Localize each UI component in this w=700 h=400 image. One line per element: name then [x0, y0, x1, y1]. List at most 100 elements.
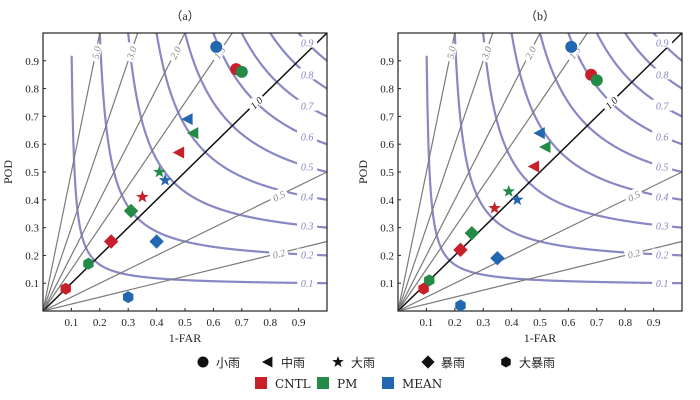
bias-label-bg: [245, 91, 266, 113]
x-tick-label: 0.8: [263, 317, 277, 329]
x-axis-label: 1-FAR: [524, 331, 556, 345]
csi-contour-label: 0.6: [656, 132, 669, 143]
csi-contour-label: 0.2: [301, 251, 314, 262]
csi-contour-label: 0.6: [301, 132, 314, 143]
data-point: [181, 113, 193, 126]
x-tick-label: 0.1: [65, 317, 79, 329]
csi-label-bg: [297, 219, 318, 231]
bias-line-label: 0.2: [272, 248, 287, 262]
bias-label-bg: [443, 42, 458, 63]
y-tick-label: 0.7: [25, 111, 39, 123]
y-tick-label: 0.5: [25, 167, 39, 179]
bias-label-bg: [477, 42, 494, 63]
y-tick-label: 0.8: [380, 84, 394, 96]
plot-area: [398, 33, 682, 311]
bias-line: [398, 33, 456, 311]
panel-title: （b）: [525, 9, 555, 23]
bias-line-label: 3.0: [125, 45, 140, 61]
y-tick-label: 0.2: [25, 250, 39, 262]
x-tick-label: 0.2: [448, 317, 462, 329]
bias-line: [398, 33, 682, 311]
csi-label-bg: [652, 276, 673, 288]
csi-contour-label: 0.1: [656, 279, 669, 290]
legend-shape-label: 大雨: [351, 356, 375, 370]
data-point: [488, 201, 501, 214]
csi-contour-label: 0.7: [656, 102, 670, 113]
bias-line: [43, 33, 101, 311]
csi-contour: [482, 33, 682, 229]
csi-contour-label: 0.8: [656, 70, 669, 81]
bias-label-bg: [520, 41, 539, 63]
csi-label-bg: [652, 99, 673, 111]
legend-shape-label: 暴雨: [441, 356, 465, 370]
data-point: [539, 140, 551, 153]
csi-contour: [268, 33, 327, 90]
csi-label-bg: [297, 68, 318, 80]
csi-label-bg: [652, 130, 673, 142]
x-tick-label: 0.1: [420, 317, 434, 329]
csi-contour-label: 0.5: [656, 163, 669, 174]
x-tick-label: 0.6: [207, 317, 221, 329]
csi-contour: [623, 33, 682, 90]
data-point: [123, 291, 134, 304]
x-tick-label: 0.7: [235, 317, 249, 329]
x-tick-label: 0.2: [93, 317, 107, 329]
csi-label-bg: [297, 36, 318, 48]
bias-label-bg: [165, 41, 184, 63]
data-point: [490, 250, 505, 266]
panel-title: （a）: [170, 9, 199, 23]
data-point: [533, 127, 545, 140]
y-tick-label: 0.6: [380, 139, 394, 151]
bias-label-bg: [267, 186, 290, 205]
csi-contour: [425, 55, 682, 285]
data-point: [153, 165, 166, 178]
legend-shape-label: 中雨: [281, 355, 305, 370]
bias-label-bg: [600, 91, 621, 113]
y-tick-label: 0.3: [25, 223, 39, 235]
data-point: [103, 234, 119, 249]
bias-label-bg: [88, 42, 103, 63]
bias-label-bg: [622, 186, 645, 205]
y-tick-label: 0.5: [380, 167, 394, 179]
csi-contour-label: 0.4: [301, 192, 314, 203]
x-tick-label: 0.5: [533, 317, 547, 329]
csi-label-bg: [297, 248, 318, 260]
legend-hexagon-icon: [501, 356, 511, 368]
data-point: [464, 225, 480, 241]
y-tick-label: 0.1: [25, 278, 39, 290]
y-tick-label: 0.8: [25, 84, 39, 96]
csi-contour: [127, 33, 327, 229]
csi-label-bg: [297, 276, 318, 288]
x-tick-label: 0.8: [618, 317, 632, 329]
x-axis-label: 1-FAR: [169, 331, 201, 345]
data-point: [418, 282, 429, 295]
data-point: [172, 146, 185, 159]
legend-circle-icon: [197, 356, 209, 368]
data-point: [123, 203, 139, 219]
legend-color-swatch: [317, 377, 329, 389]
csi-label-bg: [652, 190, 673, 202]
y-tick-label: 0.9: [25, 56, 39, 68]
legend-model-label: CNTL: [275, 377, 311, 391]
bias-line: [43, 33, 233, 311]
bias-line: [398, 33, 494, 311]
y-tick-label: 0.4: [380, 195, 394, 207]
data-point: [60, 282, 71, 295]
csi-contour-label: 0.4: [656, 192, 669, 203]
data-point: [511, 193, 524, 206]
y-tick-label: 0.2: [380, 250, 394, 262]
bias-line-label: 3.0: [480, 45, 495, 61]
csi-label-bg: [297, 130, 318, 142]
bias-line-label: 5.0: [446, 46, 459, 60]
csi-contour-label: 0.9: [301, 39, 314, 50]
csi-contour-label: 0.2: [656, 251, 669, 262]
data-point: [590, 74, 603, 87]
data-point: [502, 184, 516, 197]
legend: 小雨 中雨 大雨 暴雨 大暴雨 CNTL PM MEAN: [197, 355, 555, 391]
csi-label-bg: [652, 68, 673, 80]
x-tick-label: 0.9: [647, 317, 661, 329]
csi-label-bg: [297, 190, 318, 202]
csi-label-bg: [652, 248, 673, 260]
csi-contour-label: 0.7: [301, 102, 315, 113]
y-tick-label: 0.9: [380, 56, 394, 68]
